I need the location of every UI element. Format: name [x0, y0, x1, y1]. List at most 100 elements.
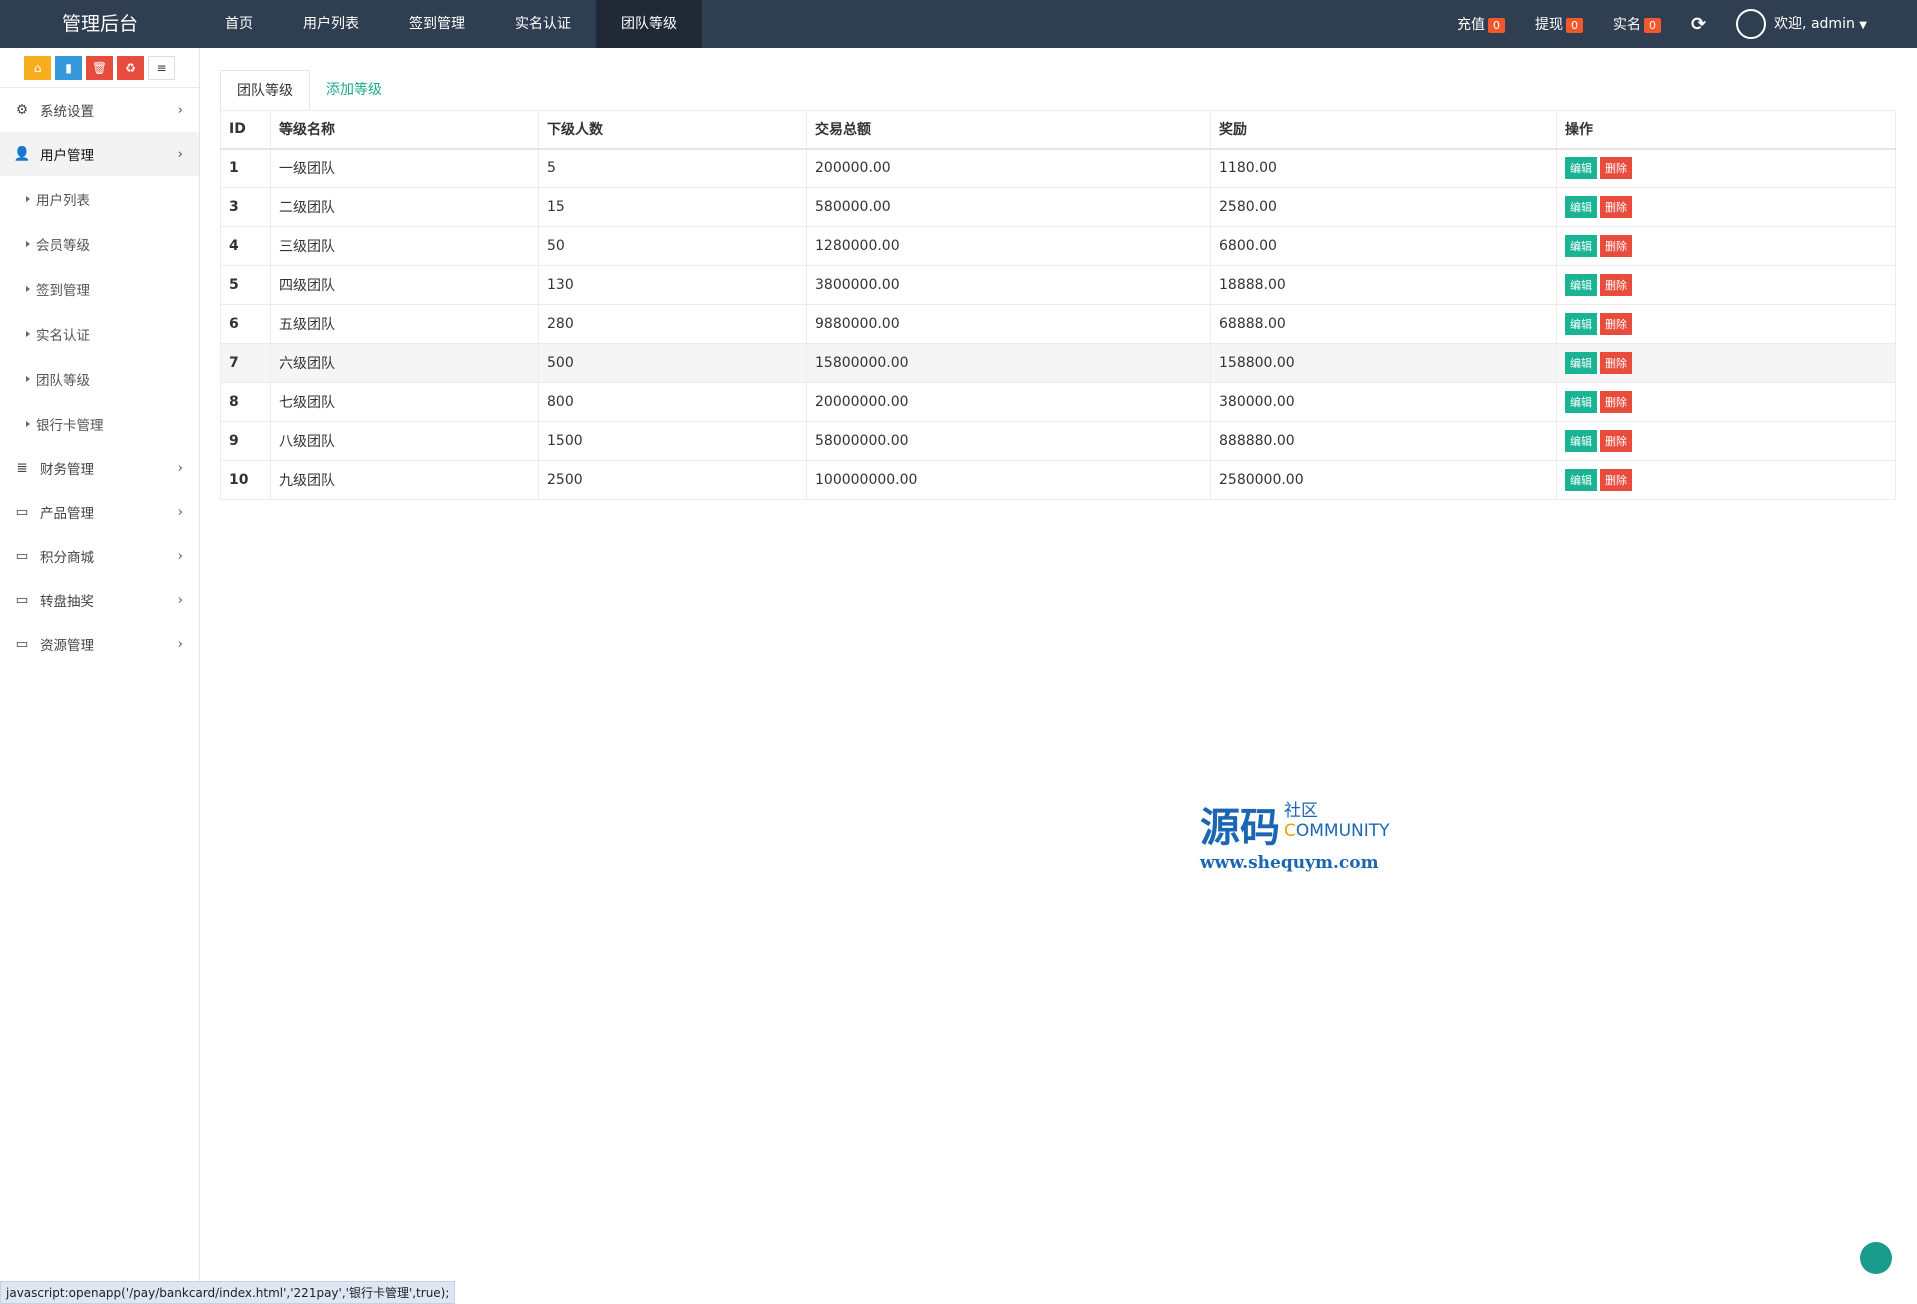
table-cell: 2580.00: [1210, 187, 1557, 227]
float-button[interactable]: [1860, 1242, 1892, 1274]
sidebar-subitem[interactable]: 签到管理: [0, 266, 199, 311]
table-cell: 五级团队: [270, 304, 539, 344]
table-cell: 5: [220, 265, 271, 305]
actions-cell: 编辑 删除: [1556, 343, 1896, 383]
nav-item[interactable]: 团队等级: [596, 0, 702, 48]
edit-button[interactable]: 编辑: [1565, 235, 1597, 257]
table-cell: 1500: [538, 421, 807, 461]
table-cell: 4: [220, 226, 271, 266]
sidebar-menu[interactable]: ▭ 产品管理 ›: [0, 490, 199, 534]
trash-icon[interactable]: 🗑: [86, 55, 113, 80]
nav-item[interactable]: 签到管理: [409, 16, 465, 32]
recharge-link[interactable]: 充值 0: [1457, 14, 1505, 34]
user-menu[interactable]: 欢迎, admin ▼: [1736, 9, 1867, 39]
menu-label: 产品管理: [40, 506, 94, 522]
list-icon[interactable]: ≡: [148, 55, 175, 80]
table-cell: 2580000.00: [1210, 460, 1557, 500]
table-cell: 280: [538, 304, 807, 344]
refresh-icon[interactable]: ⟳: [1690, 13, 1707, 35]
column-header: 等级名称: [270, 110, 539, 150]
table-row: 9 八级团队 1500 58000000.00 888880.00 编辑 删除: [220, 421, 1896, 461]
actions-cell: 编辑 删除: [1556, 148, 1896, 188]
sidebar-menu[interactable]: ⚙ 系统设置 ›: [0, 88, 199, 132]
sidebar-subitem[interactable]: 用户列表: [0, 176, 199, 221]
delete-button[interactable]: 删除: [1600, 391, 1632, 413]
table-cell: 68888.00: [1210, 304, 1557, 344]
recharge-badge: 0: [1487, 18, 1505, 33]
sidebar-subitem[interactable]: 会员等级: [0, 221, 199, 266]
sidebar-menu[interactable]: 👤 用户管理 ›: [0, 132, 199, 176]
table-cell: 六级团队: [270, 343, 539, 383]
menu-label: 资源管理: [40, 638, 94, 654]
table-cell: 5: [538, 148, 807, 188]
table-cell: 200000.00: [806, 148, 1211, 188]
edit-button[interactable]: 编辑: [1565, 157, 1597, 180]
chevron-right-icon: ›: [177, 504, 183, 520]
table-cell: 7: [220, 343, 271, 383]
sidebar-menu[interactable]: ▭ 积分商城 ›: [0, 534, 199, 578]
edit-button[interactable]: 编辑: [1565, 274, 1597, 296]
delete-button[interactable]: 删除: [1600, 157, 1632, 180]
table-cell: 100000000.00: [806, 460, 1211, 500]
recycle-icon[interactable]: ♻: [117, 55, 144, 80]
chevron-right-icon: ›: [177, 636, 183, 652]
edit-button[interactable]: 编辑: [1565, 430, 1597, 452]
nav-item[interactable]: 首页: [225, 16, 253, 32]
desktop-icon: ▭: [15, 636, 29, 652]
table-row: 10 九级团队 2500 100000000.00 2580000.00 编辑 删除: [220, 460, 1896, 500]
table-cell: 三级团队: [270, 226, 539, 266]
avatar: [1736, 9, 1767, 39]
home-icon[interactable]: ⌂: [24, 55, 51, 80]
withdraw-link[interactable]: 提现 0: [1535, 14, 1583, 34]
edit-button[interactable]: 编辑: [1565, 352, 1597, 374]
realname-link[interactable]: 实名 0: [1613, 14, 1661, 34]
actions-cell: 编辑 删除: [1556, 421, 1896, 461]
table-cell: 58000000.00: [806, 421, 1211, 461]
menu-label: 转盘抽奖: [40, 594, 94, 610]
tab-add-level[interactable]: 添加等级: [326, 82, 382, 98]
desktop-icon: ▭: [15, 592, 29, 608]
table-cell: 2500: [538, 460, 807, 500]
table-cell: 九级团队: [270, 460, 539, 500]
sidebar-menu[interactable]: ▭ 资源管理 ›: [0, 622, 199, 666]
menu-label: 系统设置: [40, 104, 94, 120]
tab-team-level[interactable]: 团队等级: [220, 70, 310, 110]
delete-button[interactable]: 删除: [1600, 352, 1632, 374]
file-icon[interactable]: ▮: [55, 55, 82, 80]
top-nav: 首页 用户列表 签到管理 实名认证 团队等级: [200, 0, 702, 48]
edit-button[interactable]: 编辑: [1565, 469, 1597, 491]
nav-item[interactable]: 实名认证: [515, 16, 571, 32]
desktop-icon: ▭: [15, 548, 29, 564]
delete-button[interactable]: 删除: [1600, 430, 1632, 452]
table-cell: 18888.00: [1210, 265, 1557, 305]
edit-button[interactable]: 编辑: [1565, 313, 1597, 335]
sidebar-menu[interactable]: ▭ 转盘抽奖 ›: [0, 578, 199, 622]
nav-item[interactable]: 用户列表: [303, 16, 359, 32]
table-cell: 二级团队: [270, 187, 539, 227]
sidebar-subitem[interactable]: 团队等级: [0, 356, 199, 401]
table-cell: 八级团队: [270, 421, 539, 461]
table-cell: 3800000.00: [806, 265, 1211, 305]
chevron-right-icon: ›: [177, 592, 183, 608]
table-row: 4 三级团队 50 1280000.00 6800.00 编辑 删除: [220, 226, 1896, 266]
table-cell: 380000.00: [1210, 382, 1557, 422]
delete-button[interactable]: 删除: [1600, 469, 1632, 491]
user-icon: 👤: [13, 146, 31, 162]
table-cell: 158800.00: [1210, 343, 1557, 383]
delete-button[interactable]: 删除: [1600, 274, 1632, 296]
delete-button[interactable]: 删除: [1600, 313, 1632, 335]
sidebar-menu[interactable]: ≣ 财务管理 ›: [0, 446, 199, 490]
realname-badge: 0: [1643, 18, 1661, 33]
table-cell: 580000.00: [806, 187, 1211, 227]
edit-button[interactable]: 编辑: [1565, 391, 1597, 413]
gears-icon: ⚙: [15, 102, 29, 118]
edit-button[interactable]: 编辑: [1565, 196, 1597, 218]
table-cell: 七级团队: [270, 382, 539, 422]
table-cell: 15800000.00: [806, 343, 1211, 383]
delete-button[interactable]: 删除: [1600, 196, 1632, 218]
sidebar-subitem[interactable]: 银行卡管理: [0, 401, 199, 446]
delete-button[interactable]: 删除: [1600, 235, 1632, 257]
table-cell: 一级团队: [270, 148, 539, 188]
sidebar-subitem[interactable]: 实名认证: [0, 311, 199, 356]
chevron-right-icon: ›: [177, 460, 183, 476]
